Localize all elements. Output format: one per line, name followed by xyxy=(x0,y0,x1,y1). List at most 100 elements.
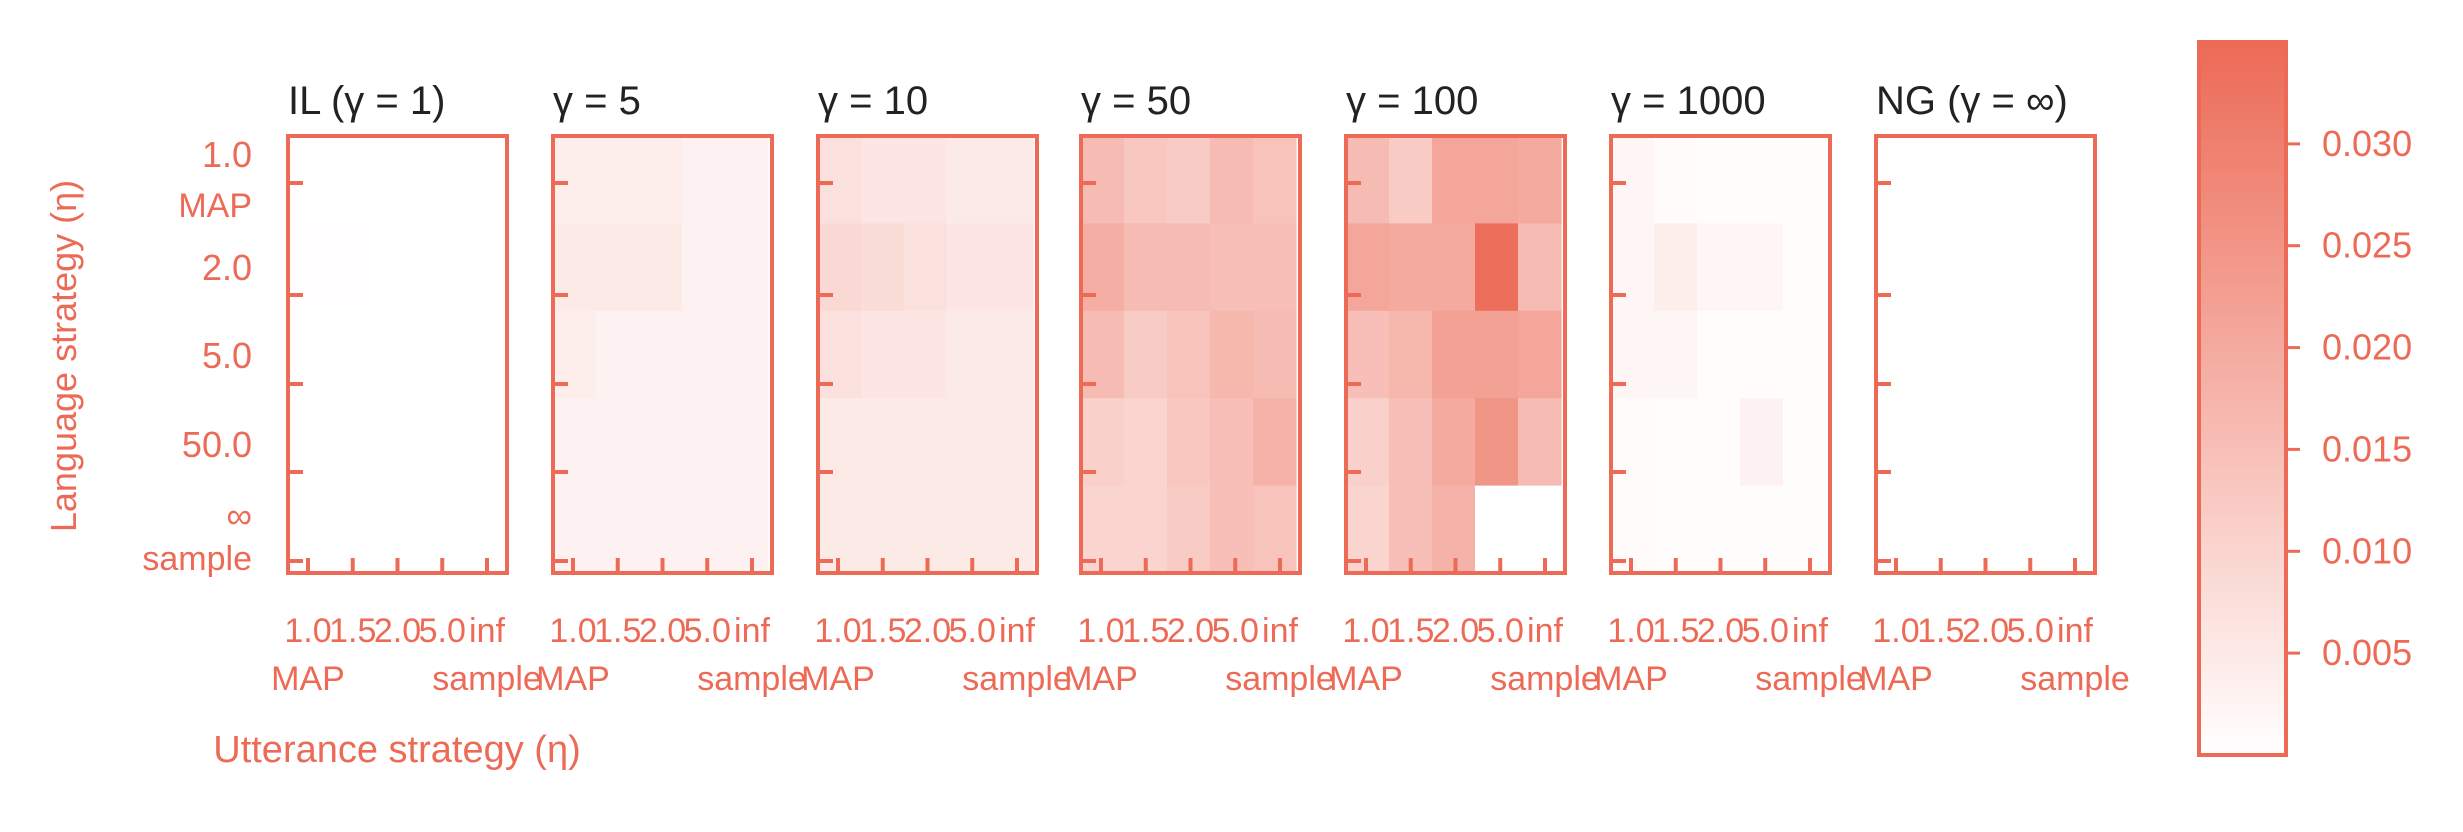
heatmap-cell xyxy=(1740,310,1784,399)
x-tick-label: 5.0 xyxy=(2007,612,2054,650)
heatmap-cell xyxy=(990,223,1034,312)
heatmap-cell xyxy=(1475,136,1519,224)
y-tick-sublabel: MAP xyxy=(178,187,252,225)
heatmap-cell xyxy=(331,136,375,224)
heatmap-cell xyxy=(417,136,461,224)
x-tick-label: 1.5 xyxy=(1917,612,1964,650)
y-tick-labels: 1.0 MAP 2.0 5.0 50.0 ∞ sample xyxy=(142,134,252,578)
heatmap-cell xyxy=(639,398,683,487)
heatmap-cell xyxy=(1919,136,1963,224)
heatmap-cell xyxy=(1167,310,1211,399)
heatmap-cell xyxy=(2048,223,2092,312)
panel-5: γ = 100 1.0 MAP 1.52.05.0 inf sample xyxy=(1329,79,1600,698)
x-tick-label: inf xyxy=(469,612,505,650)
heatmap-cell xyxy=(1783,136,1827,224)
heatmap-cell xyxy=(1210,223,1254,312)
heatmap-cell xyxy=(374,310,418,399)
heatmap-cell xyxy=(2005,485,2049,574)
x-tick-sublabel: MAP xyxy=(1859,660,1933,698)
x-tick-label: 2.0 xyxy=(904,612,951,650)
colorbar-gradient xyxy=(2197,40,2288,757)
x-tick-sublabel: MAP xyxy=(536,660,610,698)
heatmap-cell xyxy=(2005,136,2049,224)
x-tick-label: 5.0 xyxy=(1742,612,1789,650)
x-tick-label: 1.0 xyxy=(1872,612,1919,650)
heatmap-cell xyxy=(1919,398,1963,487)
x-tick-label: inf xyxy=(1792,612,1828,650)
heatmap-cell xyxy=(2005,398,2049,487)
x-tick-label: 1.5 xyxy=(594,612,641,650)
heatmap-cell xyxy=(639,136,683,224)
heatmap-cell xyxy=(682,485,726,574)
heatmap-cell xyxy=(1654,223,1698,312)
heatmap-cell xyxy=(1962,223,2006,312)
heatmap-cell xyxy=(1346,136,1390,224)
heatmap-cell xyxy=(1740,485,1784,574)
panel-title: NG (γ = ∞) xyxy=(1876,79,2068,123)
heatmap-cell xyxy=(904,310,948,399)
x-tick-label: inf xyxy=(1527,612,1563,650)
heatmap-cell xyxy=(1432,136,1476,224)
x-tick-sublabel: sample xyxy=(1755,660,1865,698)
heatmap-cell xyxy=(682,310,726,399)
heatmap-cell xyxy=(1740,136,1784,224)
heatmap-cell xyxy=(1475,485,1519,574)
panel-title: γ = 5 xyxy=(553,79,641,123)
heatmap-cell xyxy=(1518,485,1562,574)
x-tick-label: 2.0 xyxy=(1167,612,1214,650)
panel-7: NG (γ = ∞) 1.0 MAP 1.52.05.0 inf sample xyxy=(1859,79,2130,698)
heatmap-cell xyxy=(1253,223,1297,312)
heatmap-cell xyxy=(725,136,769,224)
heatmap-cell xyxy=(682,223,726,312)
heatmap-cell xyxy=(1783,223,1827,312)
heatmap-cell xyxy=(904,136,948,224)
x-tick-label: 1.0 xyxy=(284,612,331,650)
y-tick-label: 5.0 xyxy=(202,335,252,376)
heatmap-cell xyxy=(904,223,948,312)
heatmap-cell xyxy=(2048,485,2092,574)
x-tick-sublabel: MAP xyxy=(1329,660,1403,698)
heatmap-cell xyxy=(1783,398,1827,487)
heatmap-cell xyxy=(1654,136,1698,224)
heatmap-cell xyxy=(1389,223,1433,312)
y-tick-label: ∞ xyxy=(226,495,252,536)
y-tick-label: 50.0 xyxy=(182,424,252,465)
heatmap-cell xyxy=(1210,136,1254,224)
heatmap-cell xyxy=(947,398,991,487)
heatmap-cell xyxy=(1876,136,1920,224)
heatmap-cell xyxy=(1518,223,1562,312)
y-tick-label: 1.0 xyxy=(202,134,252,175)
heatmap-cell xyxy=(1876,223,1920,312)
heatmap-cell xyxy=(947,136,991,224)
heatmap-cell xyxy=(2048,310,2092,399)
heatmap-cell xyxy=(1783,485,1827,574)
heatmap-cell xyxy=(1389,310,1433,399)
heatmap-cell xyxy=(1253,398,1297,487)
x-tick-label: 5.0 xyxy=(684,612,731,650)
x-tick-sublabel: sample xyxy=(2020,660,2130,698)
heatmap-cell xyxy=(1962,136,2006,224)
heatmap-cell xyxy=(1697,310,1741,399)
heatmap-cell xyxy=(1210,310,1254,399)
heatmap-cell xyxy=(1124,136,1168,224)
heatmap-cell xyxy=(725,310,769,399)
x-tick-label: 1.0 xyxy=(1607,612,1654,650)
x-tick-label: 1.5 xyxy=(859,612,906,650)
x-tick-label: 5.0 xyxy=(949,612,996,650)
heatmap-cell xyxy=(553,223,597,312)
heatmap-cell xyxy=(990,136,1034,224)
heatmap-cell xyxy=(947,310,991,399)
heatmap-cell xyxy=(596,136,640,224)
x-tick-label: inf xyxy=(2057,612,2093,650)
heatmap-cell xyxy=(1389,398,1433,487)
colorbar: 0.005 0.010 0.015 0.020 0.025 0.030 xyxy=(2197,40,2412,757)
heatmap-cell xyxy=(331,310,375,399)
y-axis-label: Language strategy (η) xyxy=(43,180,84,532)
heatmap-cell xyxy=(596,310,640,399)
heatmap-cell xyxy=(1124,398,1168,487)
colorbar-tick-label: 0.010 xyxy=(2322,530,2412,571)
panel-title: γ = 1000 xyxy=(1611,79,1766,123)
heatmap-cell xyxy=(374,136,418,224)
